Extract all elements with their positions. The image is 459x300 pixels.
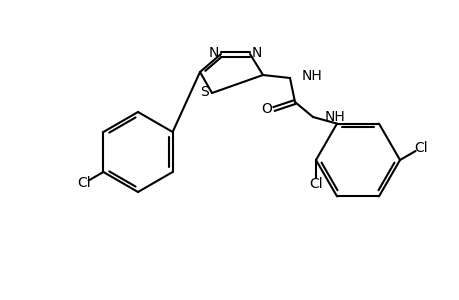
Text: Cl: Cl — [77, 176, 91, 190]
Text: S: S — [200, 85, 209, 99]
Text: N: N — [251, 46, 262, 60]
Text: NH: NH — [325, 110, 345, 124]
Text: N: N — [208, 46, 218, 60]
Text: O: O — [261, 102, 272, 116]
Text: NH: NH — [302, 69, 322, 83]
Text: Cl: Cl — [413, 141, 427, 155]
Text: Cl: Cl — [308, 177, 322, 191]
